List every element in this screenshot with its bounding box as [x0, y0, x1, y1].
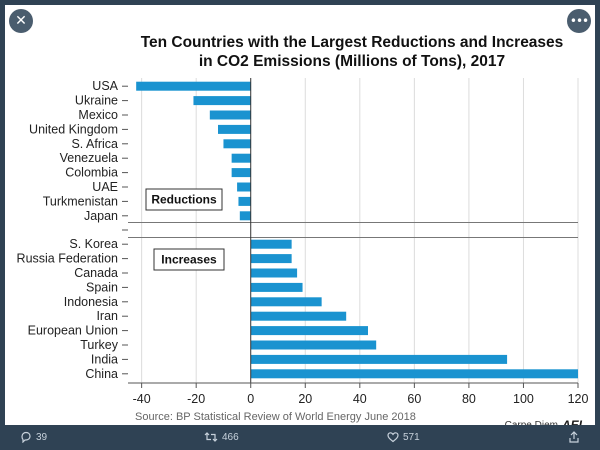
- category-label: Canada: [74, 266, 118, 280]
- x-tick-label: 100: [513, 392, 534, 406]
- category-label: UAE: [92, 180, 118, 194]
- bar-china: [250, 369, 578, 379]
- x-tick-label: -40: [133, 392, 151, 406]
- share-icon: [569, 431, 579, 443]
- share-button[interactable]: [568, 431, 580, 443]
- category-label: Turkmenistan: [43, 194, 118, 208]
- category-label: Japan: [84, 209, 118, 223]
- bar-spain: [250, 282, 303, 292]
- category-label: European Union: [28, 324, 118, 338]
- bar-turkmenistan: [238, 196, 251, 206]
- group-label: Reductions: [151, 193, 217, 207]
- retweet-button[interactable]: 466: [204, 431, 239, 443]
- bar-mexico: [209, 110, 251, 120]
- more-options-icon[interactable]: •••: [567, 9, 591, 33]
- heart-icon: [387, 432, 399, 443]
- x-tick-label: 40: [353, 392, 367, 406]
- bar-russia-federation: [250, 254, 292, 264]
- x-tick-label: 120: [568, 392, 589, 406]
- bar-turkey: [250, 340, 377, 350]
- bar-colombia: [231, 168, 251, 178]
- category-label: Spain: [86, 280, 118, 294]
- x-tick-label: 60: [407, 392, 421, 406]
- category-label: Indonesia: [64, 295, 118, 309]
- retweet-count: 466: [222, 431, 239, 443]
- category-label: USA: [92, 79, 118, 93]
- group-label-box: [153, 248, 225, 271]
- like-button[interactable]: 571: [387, 431, 420, 443]
- chart-title: Ten Countries with the Largest Reduction…: [141, 34, 564, 51]
- x-tick-label: 80: [462, 392, 476, 406]
- bar-india: [250, 354, 508, 364]
- x-tick-label: 20: [298, 392, 312, 406]
- category-label: Mexico: [78, 108, 118, 122]
- bar-venezuela: [231, 153, 251, 163]
- group-label-box: [145, 188, 223, 211]
- retweet-icon: [204, 432, 218, 442]
- chart-source: Source: BP Statistical Review of World E…: [135, 411, 416, 423]
- close-icon[interactable]: ✕: [9, 9, 33, 33]
- bar-european-union: [250, 326, 368, 336]
- category-label: China: [85, 367, 118, 381]
- x-tick-label: -20: [187, 392, 205, 406]
- bar-s-korea: [250, 239, 292, 249]
- bar-ukraine: [193, 96, 251, 106]
- category-label: Venezuela: [60, 151, 118, 165]
- category-label: Iran: [96, 309, 118, 323]
- category-label: Turkey: [80, 338, 118, 352]
- tweet-actions: 39 466 571: [0, 425, 600, 450]
- bar-united-kingdom: [218, 124, 251, 134]
- x-tick-label: 0: [247, 392, 254, 406]
- category-label: Colombia: [65, 166, 118, 180]
- bar-uae: [237, 182, 251, 192]
- bar-s-africa: [223, 139, 251, 149]
- group-label: Increases: [161, 253, 217, 267]
- chart-subtitle: in CO2 Emissions (Millions of Tons), 201…: [199, 53, 505, 70]
- category-label: Ukraine: [75, 94, 118, 108]
- like-count: 571: [403, 431, 420, 443]
- bar-indonesia: [250, 297, 322, 307]
- category-label: Russia Federation: [17, 252, 118, 266]
- bar-iran: [250, 311, 347, 321]
- category-label: United Kingdom: [29, 122, 118, 136]
- bar-usa: [136, 81, 251, 91]
- category-label: S. Korea: [69, 237, 118, 251]
- category-label: S. Africa: [71, 137, 118, 151]
- reply-count: 39: [36, 431, 48, 443]
- reply-button[interactable]: 39: [20, 431, 47, 443]
- category-label: India: [91, 352, 118, 366]
- reply-icon: [21, 431, 31, 443]
- bar-canada: [250, 268, 298, 278]
- bar-japan: [239, 211, 251, 221]
